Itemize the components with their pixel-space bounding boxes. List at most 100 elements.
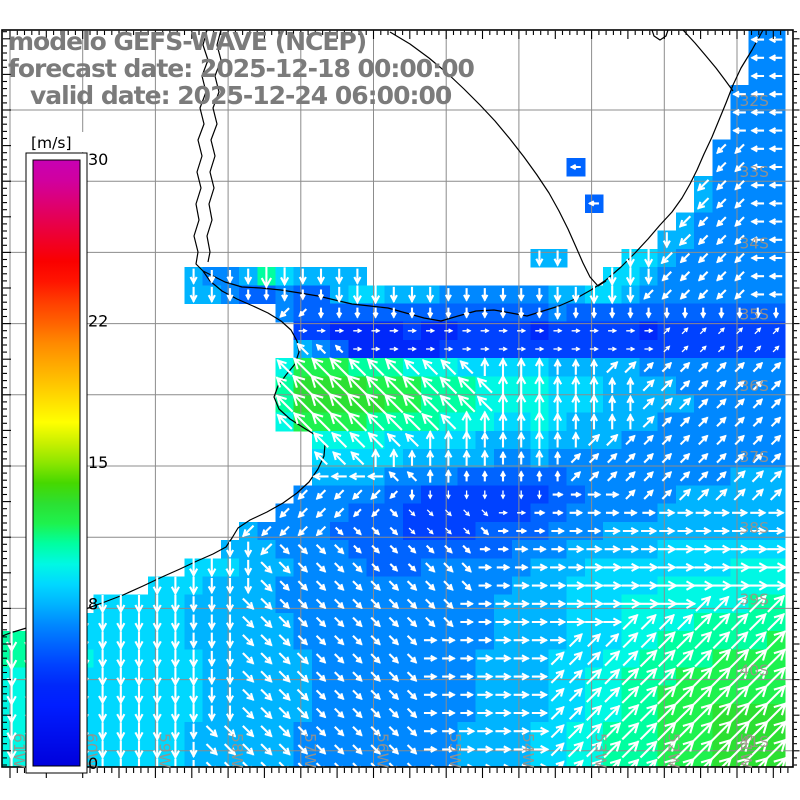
wave-arrow	[772, 307, 780, 319]
wave-cell	[457, 758, 477, 767]
wave-arrow	[275, 376, 294, 395]
wave-arrow	[205, 743, 218, 756]
wave-arrow	[460, 654, 474, 662]
wave-arrow	[317, 307, 325, 319]
wave-arrow	[675, 666, 695, 687]
wave-arrow	[352, 580, 363, 591]
wave-arrow	[332, 451, 347, 466]
wave-arrow	[566, 599, 586, 609]
wave-arrow	[716, 252, 727, 264]
wave-arrow	[533, 545, 547, 553]
wave-arrow	[553, 346, 563, 352]
wave-arrow	[698, 416, 709, 427]
wave-arrow	[661, 489, 673, 500]
wave-arrow	[750, 145, 765, 153]
wave-arrow	[754, 327, 762, 335]
wave-arrow	[170, 594, 180, 614]
wave-arrow	[586, 686, 603, 703]
wave-arrow	[312, 472, 329, 481]
wave-arrow	[639, 704, 658, 722]
lon-label: 54W	[519, 733, 537, 768]
wave-arrow	[639, 649, 658, 668]
wave-arrow	[500, 490, 506, 500]
wave-arrow	[553, 375, 563, 395]
wave-arrow	[568, 687, 583, 702]
wave-arrow	[366, 472, 384, 481]
wave-arrow	[679, 252, 691, 264]
wave-arrow	[550, 599, 567, 608]
wave-arrow	[716, 234, 727, 246]
wave-arrow	[495, 745, 512, 754]
wave-arrow	[609, 307, 616, 319]
wave-arrow	[442, 727, 456, 735]
wave-arrow	[733, 470, 746, 483]
wave-arrow	[768, 236, 783, 244]
wave-arrow	[678, 488, 692, 501]
wave-arrow	[661, 471, 673, 482]
wave-arrow	[531, 690, 549, 699]
wave-arrow	[384, 412, 403, 431]
wave-arrow	[694, 613, 713, 631]
wave-arrow	[700, 307, 707, 319]
wave-cell	[348, 758, 368, 767]
wave-arrow	[621, 562, 641, 572]
wave-arrow	[460, 673, 474, 681]
wave-arrow	[371, 508, 380, 518]
wave-arrow	[444, 469, 452, 483]
wave-arrow	[292, 392, 314, 415]
wave-arrow	[495, 599, 512, 608]
wave-arrow	[750, 36, 765, 44]
wave-arrow	[423, 636, 438, 644]
wave-arrow	[442, 673, 456, 681]
wave-cell	[257, 758, 277, 767]
wave-arrow	[772, 327, 780, 335]
wave-arrow	[406, 707, 418, 719]
wave-arrow	[750, 218, 765, 226]
wave-arrow	[657, 739, 677, 760]
wave-arrow	[336, 307, 343, 319]
wave-arrow	[518, 470, 525, 482]
wave-arrow	[370, 653, 381, 664]
wave-arrow	[297, 616, 309, 628]
wave-arrow	[571, 413, 580, 430]
wave-arrow	[729, 648, 750, 669]
wave-arrow	[554, 470, 561, 482]
wave-arrow	[477, 672, 494, 681]
wave-arrow	[406, 580, 418, 591]
wave-arrow	[446, 490, 451, 500]
wave-arrow	[244, 559, 253, 577]
wave-arrow	[531, 617, 549, 627]
wave-arrow	[370, 707, 381, 719]
wave-arrow	[770, 416, 782, 427]
wave-arrow	[170, 576, 180, 596]
wave-arrow	[402, 375, 422, 396]
wave-arrow	[531, 563, 549, 572]
wave-arrow	[603, 722, 622, 741]
wave-arrow	[495, 690, 512, 699]
wave-arrow	[716, 434, 727, 446]
wave-arrow	[388, 689, 400, 701]
wave-arrow	[334, 762, 343, 767]
wave-arrow	[752, 416, 764, 427]
wave-arrow	[716, 271, 727, 282]
wave-arrow	[513, 745, 530, 754]
wave-arrow	[608, 328, 618, 334]
wave-arrow	[498, 527, 510, 535]
wave-arrow	[513, 727, 530, 736]
wave-arrow	[678, 397, 692, 410]
wave-arrow	[406, 726, 418, 737]
wave-arrow	[352, 562, 363, 573]
argentina-coast	[2, 270, 326, 637]
wave-arrow	[425, 544, 435, 554]
wave-arrow	[152, 631, 162, 651]
wave-arrow	[681, 327, 689, 335]
wave-arrow	[223, 761, 235, 767]
wave-arrow	[226, 269, 234, 284]
wave-arrow	[134, 667, 144, 687]
wave-arrow	[495, 617, 512, 627]
wave-arrow	[716, 143, 727, 155]
wave-arrow	[516, 374, 527, 396]
wave-arrow	[682, 757, 695, 767]
wave-arrow	[388, 726, 400, 737]
wave-arrow	[334, 689, 345, 701]
